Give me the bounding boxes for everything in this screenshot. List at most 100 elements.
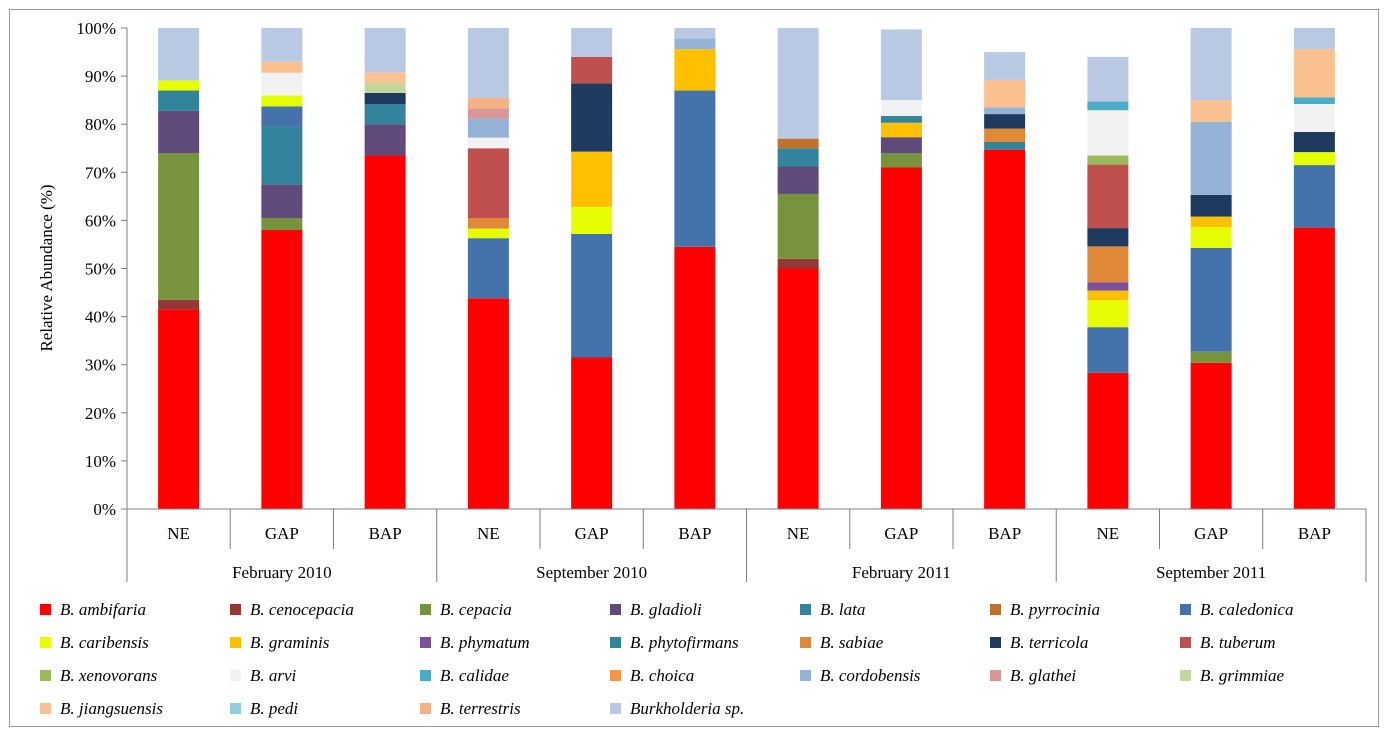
bar-segment bbox=[674, 38, 716, 50]
bar-segment bbox=[777, 148, 819, 167]
legend-swatch bbox=[230, 637, 241, 648]
bar-segment bbox=[984, 128, 1026, 142]
y-tick-label: 70% bbox=[85, 163, 116, 182]
bar-segment bbox=[1293, 165, 1335, 228]
bar-segment bbox=[984, 114, 1026, 129]
bar-segment bbox=[1087, 372, 1129, 509]
y-tick-label: 50% bbox=[85, 260, 116, 279]
bar-segment bbox=[1293, 49, 1335, 98]
bar-segment bbox=[1293, 227, 1335, 509]
bar-segment bbox=[674, 49, 716, 91]
legend-label: B. gladioli bbox=[630, 600, 702, 619]
bar-segment bbox=[777, 28, 819, 139]
bars bbox=[158, 28, 1335, 510]
bar-segment bbox=[467, 238, 509, 299]
x-group-label: February 2010 bbox=[232, 563, 332, 582]
legend-swatch bbox=[420, 604, 431, 615]
bar-segment bbox=[364, 72, 406, 83]
legend-label: B. graminis bbox=[250, 633, 330, 652]
y-tick-label: 10% bbox=[85, 452, 116, 471]
bar-segment bbox=[1087, 164, 1129, 229]
x-tick-label: GAP bbox=[265, 524, 299, 543]
x-tick-label: GAP bbox=[884, 524, 918, 543]
legend-label: B. jiangsuensis bbox=[60, 699, 163, 718]
bar-segment bbox=[364, 155, 406, 509]
bar-segment bbox=[1087, 327, 1129, 373]
bar-segment bbox=[880, 167, 922, 510]
y-tick-label: 0% bbox=[93, 500, 116, 519]
bar-segment bbox=[261, 106, 303, 127]
x-tick-label: GAP bbox=[575, 524, 609, 543]
legend-label: B. lata bbox=[820, 600, 865, 619]
bar-segment bbox=[261, 218, 303, 231]
bar-segment bbox=[1190, 362, 1232, 509]
legend-swatch bbox=[800, 670, 811, 681]
legend-swatch bbox=[1180, 670, 1191, 681]
bar-segment bbox=[1293, 152, 1335, 166]
bar-segment bbox=[1087, 290, 1129, 301]
legend-swatch bbox=[800, 637, 811, 648]
bar-segment bbox=[261, 95, 303, 107]
bar-segment bbox=[1190, 121, 1232, 195]
bar-segment bbox=[364, 124, 406, 156]
y-axis-title: Relative Abundance (%) bbox=[37, 184, 56, 351]
bar-segment bbox=[880, 153, 922, 168]
x-group-label: September 2010 bbox=[536, 563, 647, 582]
bar-segment bbox=[880, 122, 922, 138]
legend-swatch bbox=[40, 637, 51, 648]
legend-swatch bbox=[990, 670, 1001, 681]
bar-segment bbox=[1293, 97, 1335, 104]
bar-segment bbox=[1190, 351, 1232, 363]
x-tick-label: NE bbox=[787, 524, 810, 543]
legend-swatch bbox=[1180, 637, 1191, 648]
bar-segment bbox=[674, 246, 716, 509]
legend-label: Burkholderia sp. bbox=[630, 699, 744, 718]
bar-segment bbox=[261, 184, 303, 218]
bar-segment bbox=[571, 233, 613, 358]
bar-segment bbox=[1293, 104, 1335, 132]
bar-segment bbox=[158, 80, 200, 91]
bar-segment bbox=[261, 126, 303, 185]
legend-swatch bbox=[990, 604, 1001, 615]
bar-segment bbox=[467, 137, 509, 149]
legend-swatch bbox=[610, 604, 621, 615]
bar-segment bbox=[777, 138, 819, 149]
y-tick-label: 80% bbox=[85, 115, 116, 134]
x-tick-label: BAP bbox=[1298, 524, 1331, 543]
bar-segment bbox=[1190, 247, 1232, 352]
bar-segment bbox=[1087, 56, 1129, 102]
bar-segment bbox=[777, 268, 819, 509]
bar-segment bbox=[1293, 131, 1335, 153]
legend-label: B. caribensis bbox=[60, 633, 149, 652]
x-group-label: February 2011 bbox=[852, 563, 951, 582]
bar-segment bbox=[1293, 28, 1335, 50]
bar-segment bbox=[467, 228, 509, 239]
bar-segment bbox=[158, 153, 200, 300]
legend-label: B. tuberum bbox=[1200, 633, 1276, 652]
x-tick-label: NE bbox=[1097, 524, 1120, 543]
bar-segment bbox=[1087, 282, 1129, 291]
legend-label: B. phymatum bbox=[440, 633, 530, 652]
legend-label: B. sabiae bbox=[820, 633, 884, 652]
bar-segment bbox=[571, 28, 613, 57]
bar-segment bbox=[261, 28, 303, 62]
legend-label: B. cenocepacia bbox=[250, 600, 354, 619]
bar-segment bbox=[1190, 100, 1232, 122]
bar-segment bbox=[1087, 110, 1129, 156]
bar-segment bbox=[674, 90, 716, 247]
bar-segment bbox=[1087, 101, 1129, 111]
legend-swatch bbox=[610, 637, 621, 648]
bar-segment bbox=[158, 28, 200, 81]
y-tick-label: 100% bbox=[76, 19, 116, 38]
legend-swatch bbox=[230, 670, 241, 681]
legend-swatch bbox=[230, 604, 241, 615]
bar-segment bbox=[777, 193, 819, 259]
y-tick-label: 40% bbox=[85, 308, 116, 327]
legend-swatch bbox=[1180, 604, 1191, 615]
y-tick-label: 60% bbox=[85, 211, 116, 230]
bar-segment bbox=[1190, 28, 1232, 101]
bar-segment bbox=[1190, 194, 1232, 217]
legend-label: B. terrestris bbox=[440, 699, 521, 718]
bar-segment bbox=[984, 107, 1026, 115]
bar-segment bbox=[158, 309, 200, 509]
